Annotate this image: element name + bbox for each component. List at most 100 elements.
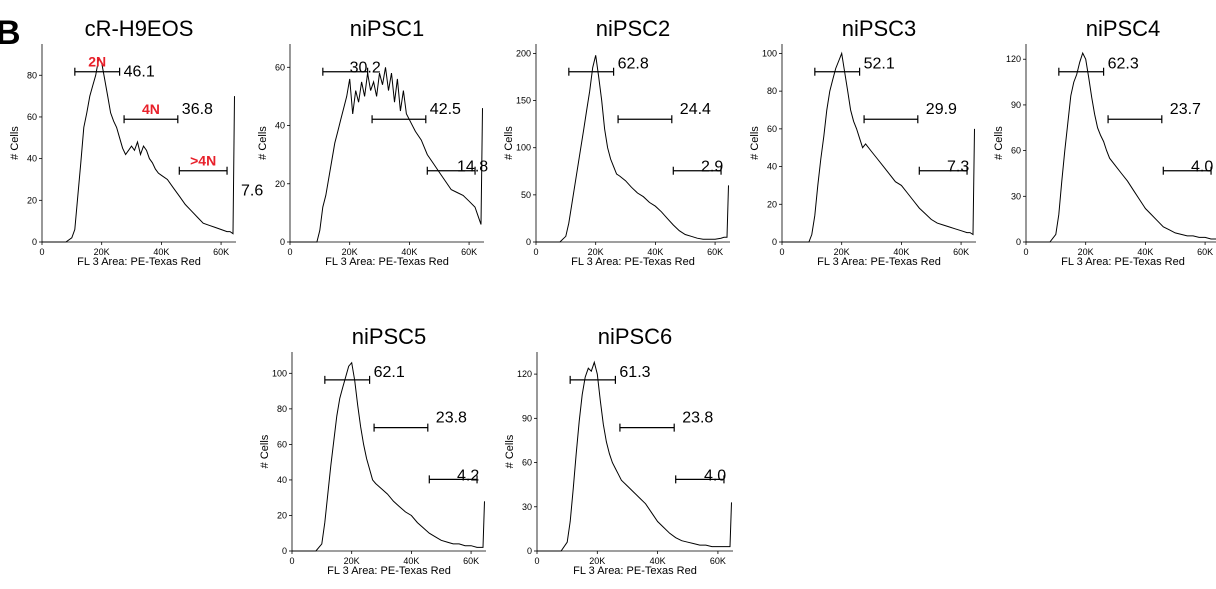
y-tick-label: 20 xyxy=(767,199,777,209)
gate-percentage: 62.8 xyxy=(618,56,649,73)
x-tick-label: 40K xyxy=(650,556,666,566)
x-tick-label: 40K xyxy=(647,247,663,257)
histogram-line xyxy=(782,51,975,243)
x-axis-label: FL 3 Area: PE-Texas Red xyxy=(77,256,201,268)
histogram-panel: niPSC3 0 20K 40K 60K 0 20 40 60 80 100 FL 3 Area: P… xyxy=(749,16,976,268)
x-axis-label: FL 3 Area: PE-Texas Red xyxy=(573,565,697,577)
y-tick-label: 50 xyxy=(521,190,531,200)
y-tick-label: 20 xyxy=(27,195,37,205)
x-tick-label: 60K xyxy=(461,247,477,257)
y-tick-label: 100 xyxy=(516,143,531,153)
gate-percentage: 61.3 xyxy=(619,364,650,381)
y-tick-label: 20 xyxy=(277,510,287,520)
y-tick-label: 80 xyxy=(277,404,287,414)
y-tick-label: 0 xyxy=(1016,237,1021,247)
y-tick-label: 0 xyxy=(32,237,37,247)
y-tick-label: 80 xyxy=(27,70,37,80)
x-tick-label: 0 xyxy=(287,247,292,257)
y-tick-label: 150 xyxy=(516,96,531,106)
x-axis-label: FL 3 Area: PE-Texas Red xyxy=(1061,256,1185,268)
gate-ploidy-label: >4N xyxy=(190,153,216,169)
y-tick-label: 80 xyxy=(767,86,777,96)
y-tick-label: 30 xyxy=(1011,191,1021,201)
y-tick-label: 0 xyxy=(772,237,777,247)
gate-percentage: 7.6 xyxy=(241,183,263,200)
chart-title: niPSC1 xyxy=(350,16,425,41)
x-axis-label: FL 3 Area: PE-Texas Red xyxy=(325,256,449,268)
chart-title: niPSC6 xyxy=(598,324,673,349)
histogram-line xyxy=(537,360,732,552)
histogram-panel: niPSC6 0 20K 40K 60K 0 30 60 90 120 FL 3 Area: PE-… xyxy=(504,324,733,577)
y-tick-label: 90 xyxy=(522,413,532,423)
gate-percentage: 4.0 xyxy=(1191,159,1213,176)
axis-frame xyxy=(781,44,976,243)
gate-percentage: 62.3 xyxy=(1108,56,1139,73)
x-tick-label: 0 xyxy=(779,247,784,257)
x-tick-label: 20K xyxy=(588,247,604,257)
gate-ploidy-label: 2N xyxy=(88,54,106,70)
gate-percentage: 23.8 xyxy=(436,410,467,427)
y-tick-label: 100 xyxy=(762,48,777,58)
y-axis-label: # Cells xyxy=(259,434,271,468)
gate-ploidy-label: 4N xyxy=(142,101,160,117)
gate-percentage: 14.8 xyxy=(457,159,488,176)
y-axis-label: # Cells xyxy=(9,126,21,160)
y-tick-label: 60 xyxy=(767,124,777,134)
x-tick-label: 0 xyxy=(534,556,539,566)
gate-percentage: 52.1 xyxy=(864,56,895,73)
histogram-line xyxy=(1026,51,1216,243)
panel-letter: B xyxy=(0,14,21,52)
x-axis-label: FL 3 Area: PE-Texas Red xyxy=(817,256,941,268)
histogram-panel: niPSC2 0 20K 40K 60K 0 50 100 150 200 FL 3 Area: P… xyxy=(503,16,730,268)
y-tick-label: 60 xyxy=(277,439,287,449)
x-tick-label: 20K xyxy=(342,247,358,257)
y-axis-label: # Cells xyxy=(257,126,269,160)
y-tick-label: 40 xyxy=(27,154,37,164)
y-axis-label: # Cells xyxy=(993,126,1005,160)
axis-frame xyxy=(536,352,733,552)
x-tick-label: 0 xyxy=(1023,247,1028,257)
y-tick-label: 40 xyxy=(275,121,285,131)
y-tick-label: 0 xyxy=(527,546,532,556)
x-tick-label: 60K xyxy=(953,247,969,257)
x-tick-label: 0 xyxy=(289,556,294,566)
x-tick-label: 0 xyxy=(533,247,538,257)
y-tick-label: 60 xyxy=(275,62,285,72)
x-tick-label: 40K xyxy=(893,247,909,257)
y-tick-label: 60 xyxy=(1011,146,1021,156)
y-tick-label: 0 xyxy=(282,546,287,556)
y-tick-label: 90 xyxy=(1011,100,1021,110)
histogram-panel: niPSC1 0 20K 40K 60K 0 20 40 60 FL 3 Area: PE-Tex… xyxy=(257,16,488,268)
axis-frame xyxy=(291,352,486,552)
chart-title: niPSC3 xyxy=(842,16,917,41)
gate-percentage: 46.1 xyxy=(124,64,155,81)
histogram-line xyxy=(42,57,235,243)
y-tick-label: 200 xyxy=(516,48,531,58)
gate-percentage: 36.8 xyxy=(182,101,213,118)
y-tick-label: 120 xyxy=(517,369,532,379)
x-tick-label: 20K xyxy=(589,556,605,566)
x-tick-label: 60K xyxy=(707,247,723,257)
y-tick-label: 120 xyxy=(1006,54,1021,64)
gate-percentage: 30.2 xyxy=(350,60,381,77)
y-tick-label: 20 xyxy=(275,179,285,189)
gate-percentage: 24.4 xyxy=(680,101,711,118)
x-tick-label: 0 xyxy=(39,247,44,257)
gate-percentage: 4.0 xyxy=(704,467,726,484)
x-tick-label: 40K xyxy=(1137,247,1153,257)
chart-title: niPSC2 xyxy=(596,16,671,41)
gate-percentage: 4.2 xyxy=(457,467,479,484)
histogram-panel: cR-H9EOS 0 20K 40K 60K 0 20 40 60 80 FL 3 Area: PE… xyxy=(9,16,263,268)
y-tick-label: 0 xyxy=(280,237,285,247)
x-tick-label: 60K xyxy=(710,556,726,566)
histogram-line xyxy=(536,55,729,243)
x-tick-label: 60K xyxy=(213,247,229,257)
histogram-line xyxy=(292,361,485,552)
gate-percentage: 62.1 xyxy=(374,364,405,381)
x-tick-label: 60K xyxy=(463,556,479,566)
x-axis-label: FL 3 Area: PE-Texas Red xyxy=(571,256,695,268)
histogram-line xyxy=(290,67,483,243)
y-tick-label: 60 xyxy=(522,458,532,468)
y-tick-label: 60 xyxy=(27,112,37,122)
